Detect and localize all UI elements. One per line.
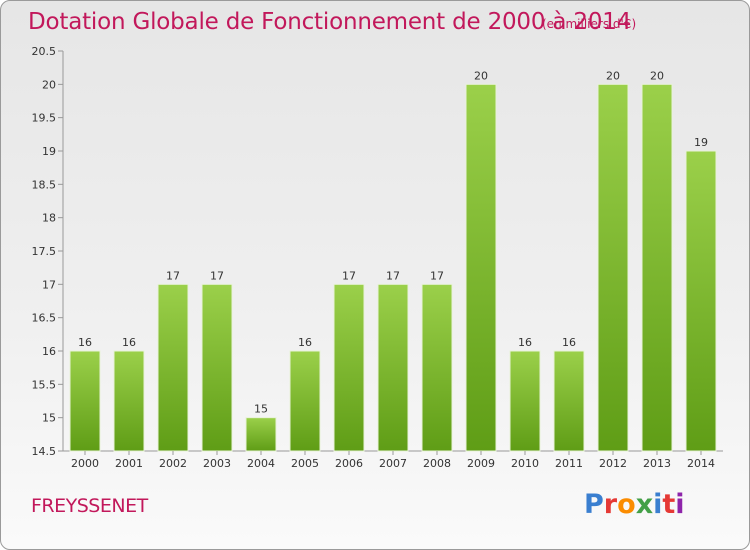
x-tick-label: 2004 xyxy=(247,457,275,470)
y-tick-label: 19.5 xyxy=(32,112,57,125)
bar xyxy=(685,150,717,452)
logo-letter: P xyxy=(584,489,604,520)
data-label: 20 xyxy=(474,69,488,82)
bar xyxy=(289,350,321,452)
bar xyxy=(157,283,189,452)
y-tick-label: 16 xyxy=(42,345,56,358)
y-tick-label: 18 xyxy=(42,212,56,225)
bar xyxy=(641,83,673,452)
x-tick-label: 2012 xyxy=(599,457,627,470)
bar xyxy=(553,350,585,452)
bar xyxy=(333,283,365,452)
y-tick-label: 16.5 xyxy=(32,312,57,325)
bar xyxy=(421,283,453,452)
logo-letter: o xyxy=(617,489,636,520)
data-label: 17 xyxy=(166,269,180,282)
y-tick-label: 17 xyxy=(42,278,56,291)
data-label: 20 xyxy=(650,69,664,82)
x-tick-label: 2001 xyxy=(115,457,143,470)
y-tick-label: 14.5 xyxy=(32,445,57,458)
proxiti-logo: Proxiti xyxy=(584,489,685,520)
x-tick-label: 2013 xyxy=(643,457,671,470)
logo-letter: x xyxy=(635,489,654,520)
data-label: 20 xyxy=(606,69,620,82)
logo-letter: i xyxy=(675,489,685,520)
data-label: 16 xyxy=(78,336,92,349)
x-tick-label: 2003 xyxy=(203,457,231,470)
x-tick-label: 2009 xyxy=(467,457,495,470)
logo-letter: i xyxy=(653,489,663,520)
x-tick-label: 2000 xyxy=(71,457,99,470)
y-tick-label: 18.5 xyxy=(32,178,57,191)
data-label: 15 xyxy=(254,403,268,416)
data-label: 19 xyxy=(694,136,708,149)
data-label: 16 xyxy=(562,336,576,349)
y-tick-label: 20.5 xyxy=(32,45,57,58)
x-tick-label: 2005 xyxy=(291,457,319,470)
x-tick-label: 2010 xyxy=(511,457,539,470)
bar xyxy=(465,83,497,452)
data-label: 16 xyxy=(122,336,136,349)
data-label: 16 xyxy=(518,336,532,349)
bar xyxy=(69,350,101,452)
commune-name: FREYSSENET xyxy=(31,495,148,517)
data-label: 17 xyxy=(430,269,444,282)
x-tick-label: 2014 xyxy=(687,457,715,470)
bar xyxy=(245,417,277,452)
bar xyxy=(113,350,145,452)
bar xyxy=(377,283,409,452)
bar xyxy=(509,350,541,452)
y-tick-label: 17.5 xyxy=(32,245,57,258)
y-tick-label: 20 xyxy=(42,78,56,91)
x-tick-label: 2011 xyxy=(555,457,583,470)
y-tick-label: 15.5 xyxy=(32,378,57,391)
data-label: 17 xyxy=(386,269,400,282)
logo-letter: r xyxy=(603,489,618,520)
y-tick-label: 15 xyxy=(42,412,56,425)
logo-letter: t xyxy=(662,489,676,520)
y-tick-label: 19 xyxy=(42,145,56,158)
x-tick-label: 2002 xyxy=(159,457,187,470)
data-label: 16 xyxy=(298,336,312,349)
unit-note: (en milliers d'€) xyxy=(542,17,637,31)
bar xyxy=(201,283,233,452)
bar xyxy=(597,83,629,452)
chart-title: Dotation Globale de Fonctionnement de 20… xyxy=(28,9,632,35)
data-label: 17 xyxy=(342,269,356,282)
x-tick-label: 2008 xyxy=(423,457,451,470)
x-tick-label: 2007 xyxy=(379,457,407,470)
data-label: 17 xyxy=(210,269,224,282)
x-tick-label: 2006 xyxy=(335,457,363,470)
